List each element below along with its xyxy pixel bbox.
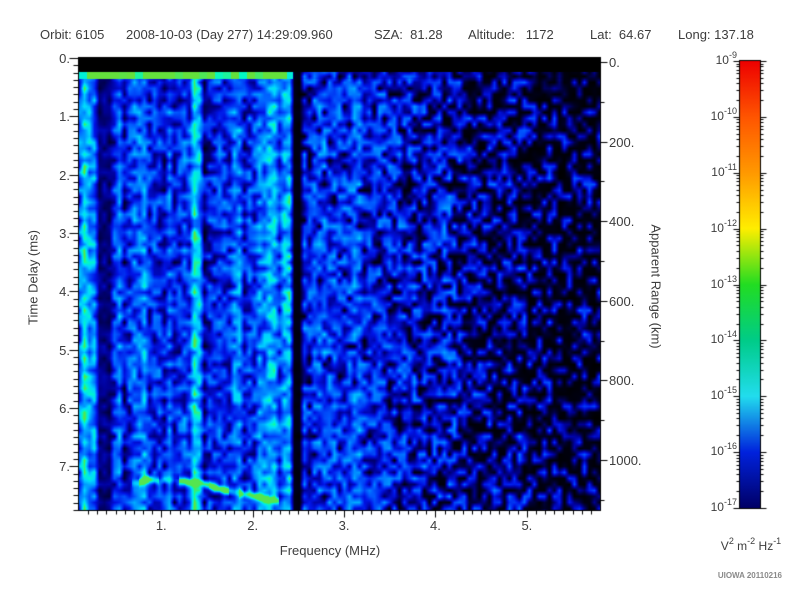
- time-delay-tick-label: 5.: [59, 342, 70, 358]
- x-tick-label: 3.: [338, 518, 350, 533]
- longitude-value: Long: 137.18: [678, 27, 754, 42]
- sza-value: SZA: 81.28: [374, 27, 443, 42]
- time-delay-tick-label: 6.: [59, 400, 70, 416]
- range-tick-label: 400.: [609, 214, 635, 230]
- x-axis-label: Frequency (MHz): [279, 543, 381, 558]
- range-tick-label: 200.: [609, 134, 635, 150]
- colorbar-tick-label: 10-9: [715, 50, 737, 67]
- colorbar-tick-label: 10-14: [710, 329, 737, 347]
- time-delay-tick-label: 7.: [59, 459, 70, 475]
- colorbar-unit-label: V2 m-2 Hz-1: [720, 536, 782, 553]
- datetime-value: 2008-10-03 (Day 277) 14:29:09.960: [126, 27, 333, 42]
- latitude-value: Lat: 64.67: [590, 27, 652, 42]
- colorbar-tick-label: 10-15: [710, 385, 737, 403]
- credit-label: UIOWA 20110216: [717, 571, 782, 580]
- x-tick-label: 5.: [521, 518, 533, 533]
- orbit-value: Orbit: 6105: [40, 27, 105, 42]
- altitude-value: Altitude: 1172: [468, 27, 554, 42]
- time-delay-tick-label: 1.: [59, 109, 70, 125]
- time-delay-tick-label: 4.: [59, 284, 70, 300]
- colorbar-tick-label: 10-16: [710, 441, 737, 459]
- x-tick-label: 2.: [247, 518, 259, 533]
- colorbar-tick-label: 10-11: [711, 161, 737, 179]
- colorbar-tick-label: 10-17: [710, 497, 737, 514]
- range-tick-label: 600.: [609, 293, 635, 309]
- colorbar-tick-label: 10-13: [710, 273, 737, 291]
- colorbar-tick-label: 10-10: [710, 105, 737, 123]
- colorbar-tick-label: 10-12: [710, 217, 737, 235]
- time-delay-tick-label: 0.: [59, 51, 70, 66]
- range-tick-label: 800.: [609, 373, 635, 389]
- time-delay-tick-label: 3.: [59, 225, 70, 241]
- x-tick-label: 4.: [430, 518, 441, 533]
- x-tick-label: 1.: [155, 518, 167, 533]
- range-tick-label: 1000.: [609, 452, 642, 468]
- time-delay-tick-label: 2.: [59, 167, 70, 183]
- range-tick-label: 0.: [609, 54, 620, 70]
